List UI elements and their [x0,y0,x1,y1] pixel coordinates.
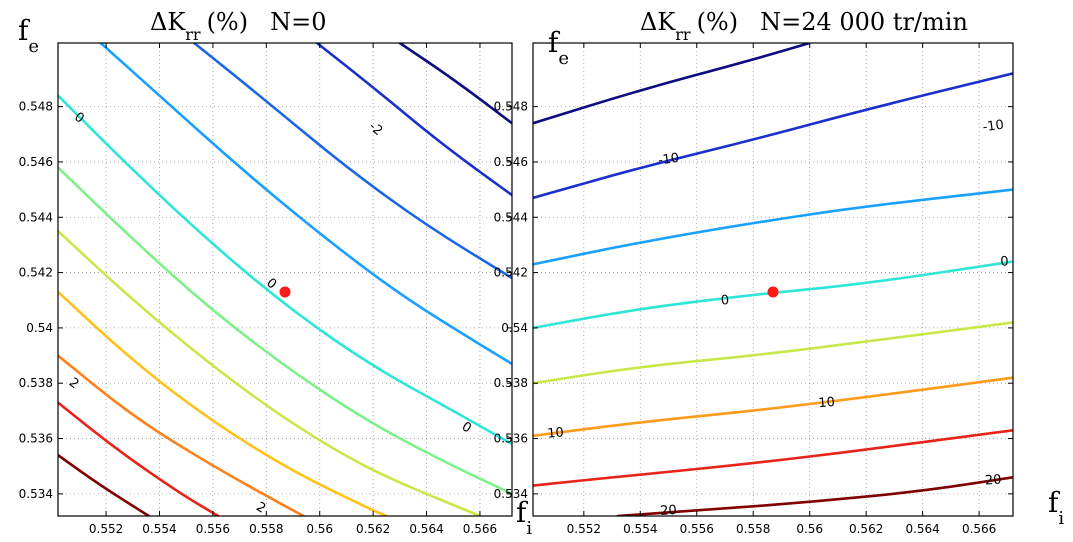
contour-line-2 [533,72,1013,200]
grid [533,43,1013,516]
contour-line-6 [58,166,512,496]
x-tick-label: 0.56 [306,522,333,536]
y-tick-label: 0.546 [19,155,53,169]
chart-title: ΔKrr (%) N=0 [150,8,326,44]
x-tick-label: 0.564 [905,522,939,536]
y-axis-label: fe [18,14,39,57]
contour-line-10 [315,43,512,197]
contour-line-6 [533,376,1013,438]
contour-line-8 [616,476,1013,516]
y-tick-label: 0.538 [494,376,528,390]
y-tick-label: 0.536 [494,432,528,446]
contour-label: 2 [66,375,82,392]
operating-point-marker [767,286,779,298]
contour-lines [533,43,1013,516]
x-tick-label: 0.56 [796,522,823,536]
contour-label: -10 [982,118,1005,136]
contour-label: 20 [984,472,1002,488]
y-tick-label: 0.534 [494,487,528,501]
contour-line-1 [58,453,151,516]
y-tick-label: 0.544 [19,210,53,224]
y-axis-label: fe [548,26,569,69]
contour-line-2 [58,401,220,516]
grid [58,43,512,516]
contour-line-8 [99,43,512,366]
contour-line-11 [398,43,512,125]
x-tick-label: 0.562 [356,522,390,536]
y-tick-label: 0.544 [494,210,528,224]
contour-line-3 [58,354,305,516]
operating-point-marker [279,286,291,298]
x-tick-label: 0.556 [196,522,230,536]
contour-line-9 [192,43,512,280]
plot-frame [57,42,513,517]
x-tick-label: 0.564 [409,522,443,536]
y-tick-label: 0.536 [19,432,53,446]
tick-labels: 0.552 0.554 0.556 0.558 0.56 0.562 0.564 0.566 0… [494,43,1013,536]
y-tick-label: 0.548 [494,100,528,114]
contour-label: -10 [657,151,680,169]
contour-line-4 [533,260,1013,330]
y-tick-label: 0.542 [494,266,528,280]
contour-line-3 [533,188,1013,266]
contour-label: -2 [366,119,386,139]
y-tick-label: 0.538 [19,376,53,390]
y-tick-label: 0.54 [26,321,53,335]
x-axis-label: fi [1048,486,1064,529]
y-tick-label: 0.546 [494,155,528,169]
contour-line-7 [533,429,1013,487]
contour-line-4 [58,290,388,516]
plot-frame [532,42,1014,517]
x-tick-label: 0.556 [680,522,714,536]
contour-label: 20 [660,503,678,519]
chart-panel-2: -10 -10 0 0 10 10 20 20 0.552 0.554 0.556 0.558 0.56… [494,8,1065,536]
contour-line-5 [533,321,1013,385]
contour-label: 10 [547,425,565,441]
contour-line-1 [533,43,811,125]
contour-label: 0 [720,293,730,309]
x-tick-label: 0.558 [249,522,283,536]
contour-label: 0 [459,419,474,436]
tick-labels: 0.552 0.554 0.556 0.558 0.56 0.562 0.564 0.566 0… [19,43,512,536]
x-tick-label: 0.552 [567,522,601,536]
x-tick-label: 0.562 [849,522,883,536]
contour-label: 10 [818,395,836,411]
x-tick-label: 0.558 [736,522,770,536]
chart-title: ΔKrr (%) N=24 000 tr/min [640,8,968,44]
x-tick-label: 0.554 [623,522,657,536]
y-tick-label: 0.542 [19,266,53,280]
y-tick-label: 0.534 [19,487,53,501]
x-axis-label: fi [516,496,532,539]
x-tick-label: 0.554 [142,522,176,536]
contour-label: 0 [1000,254,1010,270]
x-tick-label: 0.566 [962,522,996,536]
x-tick-label: 0.552 [89,522,123,536]
y-tick-label: 0.548 [19,100,53,114]
contour-line-5 [58,229,482,516]
contour-line-7 [58,94,512,446]
x-tick-label: 0.566 [463,522,497,536]
contour-lines [58,43,512,516]
y-tick-label: 0.54 [501,321,528,335]
